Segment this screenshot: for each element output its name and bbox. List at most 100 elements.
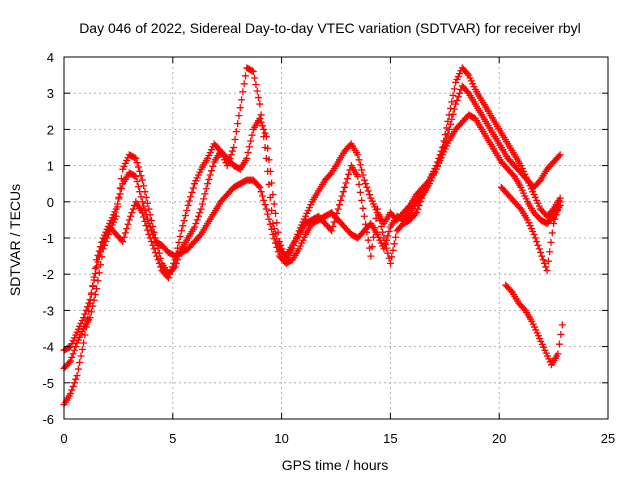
data-point <box>546 248 554 256</box>
data-point <box>392 233 400 241</box>
data-point <box>144 199 152 207</box>
data-point <box>65 359 73 367</box>
data-point <box>147 217 155 225</box>
data-point <box>67 390 75 398</box>
data-point <box>225 158 233 166</box>
data-point <box>198 200 206 208</box>
data-point <box>342 179 350 187</box>
data-points <box>60 64 566 409</box>
data-point <box>555 152 563 160</box>
data-point <box>94 251 102 259</box>
x-tick-label: 5 <box>169 431 176 446</box>
data-point <box>364 236 372 244</box>
data-point <box>258 192 266 200</box>
data-point <box>145 205 153 213</box>
data-point <box>236 104 244 112</box>
data-point <box>337 196 345 204</box>
axis-ticks <box>63 56 609 420</box>
data-point <box>87 289 95 297</box>
data-point <box>137 193 145 201</box>
data-point <box>141 217 149 225</box>
data-point <box>369 233 377 241</box>
data-point <box>345 170 353 178</box>
data-point <box>252 81 260 89</box>
data-point <box>170 259 178 267</box>
data-point <box>142 193 150 201</box>
data-point <box>176 233 184 241</box>
data-point <box>154 244 162 252</box>
data-point <box>204 180 212 188</box>
data-point <box>226 154 234 162</box>
data-point <box>95 269 103 277</box>
data-point <box>450 85 458 93</box>
data-point <box>94 277 102 285</box>
data-point <box>245 143 253 151</box>
data-point <box>138 209 146 217</box>
data-point <box>144 226 152 234</box>
data-point <box>172 250 180 258</box>
data-point <box>81 310 89 318</box>
y-tick-label: 1 <box>47 159 54 174</box>
x-tick-label: 15 <box>383 431 397 446</box>
data-point <box>262 154 270 162</box>
data-point <box>141 188 149 196</box>
data-point <box>390 240 398 248</box>
data-point <box>452 100 460 108</box>
data-point <box>411 210 419 218</box>
data-point <box>180 217 188 225</box>
data-point <box>98 243 106 251</box>
data-point <box>188 188 196 196</box>
data-point <box>531 234 539 242</box>
data-point <box>116 184 124 192</box>
data-point <box>268 206 276 214</box>
data-point <box>380 234 388 242</box>
data-point <box>359 171 367 179</box>
data-point <box>147 238 155 246</box>
data-point <box>362 220 370 228</box>
data-point <box>124 220 132 228</box>
data-point <box>273 219 281 227</box>
data-point <box>441 138 449 146</box>
data-point <box>454 93 462 101</box>
data-point <box>273 235 281 243</box>
data-point <box>132 172 140 180</box>
data-point <box>366 191 374 199</box>
x-tick-label: 0 <box>60 431 67 446</box>
data-point <box>544 257 552 265</box>
data-point <box>121 229 129 237</box>
y-tick-label: 3 <box>47 86 54 101</box>
data-point <box>265 215 273 223</box>
data-point <box>516 204 524 212</box>
data-point <box>354 172 362 180</box>
data-point <box>272 209 280 217</box>
data-point <box>463 70 471 78</box>
data-point <box>146 234 154 242</box>
data-point <box>548 229 556 237</box>
data-point <box>200 195 208 203</box>
data-point <box>330 218 338 226</box>
data-point <box>260 196 268 204</box>
data-point <box>91 290 99 298</box>
data-point <box>367 252 375 260</box>
x-tick-labels: 0 5 10 15 20 25 <box>60 431 615 446</box>
data-point <box>415 201 423 209</box>
data-point <box>368 243 376 251</box>
data-point <box>150 245 158 253</box>
data-point <box>256 183 264 191</box>
data-point <box>363 183 371 191</box>
data-point <box>153 252 161 260</box>
data-point <box>437 151 445 159</box>
data-point <box>448 98 456 106</box>
data-point <box>359 204 367 212</box>
data-point <box>453 96 461 104</box>
data-point <box>418 194 426 202</box>
data-point <box>386 259 394 267</box>
data-point <box>507 287 515 295</box>
data-point <box>416 198 424 206</box>
data-point <box>73 372 81 380</box>
data-point <box>134 163 142 171</box>
data-point <box>555 202 563 210</box>
data-point <box>554 206 562 214</box>
data-point <box>149 241 157 249</box>
